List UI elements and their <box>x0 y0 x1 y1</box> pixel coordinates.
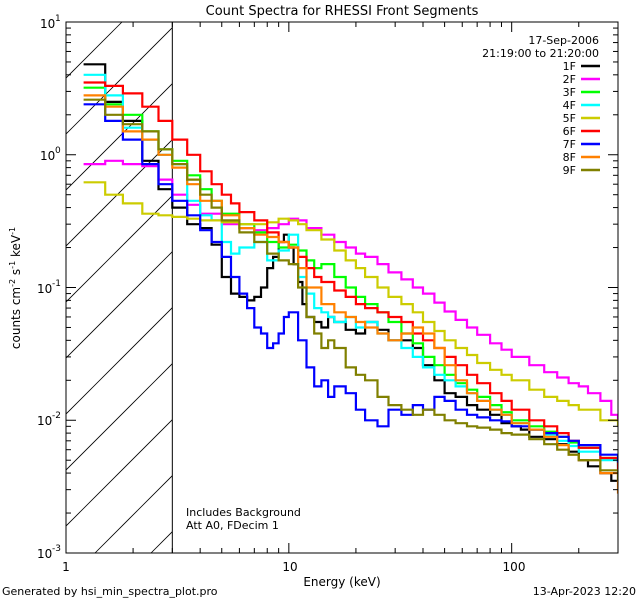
legend-label-5F: 5F <box>563 112 576 125</box>
series-line-5F <box>83 181 618 427</box>
series-line-4F <box>83 73 618 471</box>
legend-label-6F: 6F <box>563 125 576 138</box>
x-tick-label-100: 100 <box>503 560 526 574</box>
hatched-region <box>66 22 173 553</box>
series-line-1F <box>83 63 618 482</box>
note-attenuator: Att A0, FDecim 1 <box>186 519 279 532</box>
svg-text:-2: -2 <box>52 411 61 421</box>
time-range-label: 21:19:00 to 21:20:00 <box>482 47 599 60</box>
svg-text:10: 10 <box>40 17 55 31</box>
svg-text:10: 10 <box>37 547 52 561</box>
chart-title: Count Spectra for RHESSI Front Segments <box>206 4 479 19</box>
legend-label-1F: 1F <box>563 60 576 73</box>
hatch-line <box>94 475 173 553</box>
y-axis-label: counts cm-2 s-1 keV-1 <box>8 227 23 349</box>
generated-by-label: Generated by hsi_min_spectra_plot.pro <box>2 585 218 598</box>
hatch-line <box>66 363 173 471</box>
hatch-line <box>66 419 173 527</box>
series-line-8F <box>83 94 618 494</box>
series-line-3F <box>83 86 618 467</box>
svg-text:-3: -3 <box>52 544 61 554</box>
series-line-9F <box>83 98 618 481</box>
note-background: Includes Background <box>186 506 301 519</box>
date-label: 17-Sep-2006 <box>528 34 599 47</box>
legend-label-3F: 3F <box>563 86 576 99</box>
series-line-7F <box>83 103 618 463</box>
hatch-line <box>66 195 173 303</box>
hatch-line <box>66 27 173 135</box>
tick-marks <box>65 21 619 554</box>
series-line-6F <box>83 81 618 471</box>
y-tick-label-1e0: 10 0 <box>40 146 61 163</box>
timestamp-label: 13-Apr-2023 12:20 <box>533 585 636 598</box>
hatch-line <box>66 251 173 359</box>
svg-text:10: 10 <box>40 149 55 163</box>
y-tick-label-1e-2: 10 -2 <box>37 411 61 428</box>
x-axis-label: Energy (keV) <box>303 575 380 589</box>
series-layer <box>83 63 618 494</box>
legend-label-4F: 4F <box>563 99 576 112</box>
legend-label-9F: 9F <box>563 164 576 177</box>
svg-text:1: 1 <box>55 14 61 24</box>
svg-text:10: 10 <box>37 414 52 428</box>
plot-frame <box>65 21 619 554</box>
y-tick-label-1e-3: 10 -3 <box>37 544 61 561</box>
svg-text:-1: -1 <box>52 279 61 289</box>
svg-text:0: 0 <box>55 146 61 156</box>
y-tick-label-1e-1: 10 -1 <box>37 279 61 296</box>
legend-label-7F: 7F <box>563 138 576 151</box>
x-tick-label-10: 10 <box>282 560 297 574</box>
hatch-line <box>66 83 173 191</box>
legend-label-8F: 8F <box>563 151 576 164</box>
legend-label-2F: 2F <box>563 73 576 86</box>
series-line-2F <box>83 159 618 421</box>
x-tick-label-1: 1 <box>62 560 70 574</box>
y-tick-label-1e1: 10 1 <box>40 14 61 31</box>
svg-text:10: 10 <box>37 282 52 296</box>
